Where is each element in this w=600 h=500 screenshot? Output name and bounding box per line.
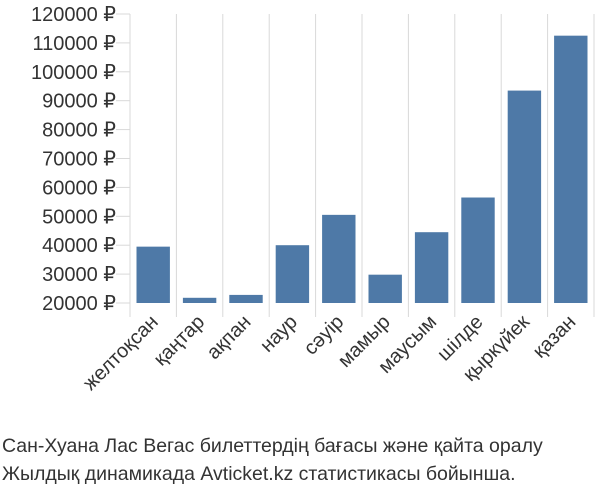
x-tick-label: қазан <box>529 311 581 363</box>
y-tick-label: 80000 ₽ <box>42 120 116 142</box>
y-tick-label: 60000 ₽ <box>42 177 116 199</box>
bar <box>229 294 263 303</box>
bar <box>182 297 217 303</box>
chart-caption-line-1: Сан-Хуана Лас Вегас билеттердің бағасы ж… <box>2 435 543 457</box>
y-tick-label: 40000 ₽ <box>42 235 116 257</box>
y-tick-label: 50000 ₽ <box>42 206 116 228</box>
x-tick-label: қаңтар <box>150 311 209 370</box>
x-tick-label: наур <box>256 311 302 357</box>
y-tick-label: 90000 ₽ <box>42 91 116 113</box>
bar <box>275 245 310 303</box>
y-tick-label: 110000 ₽ <box>32 33 116 55</box>
bar <box>368 274 402 303</box>
bar <box>554 35 588 304</box>
bar <box>461 197 495 303</box>
y-tick-label: 70000 ₽ <box>42 149 116 171</box>
y-tick-label: 20000 ₽ <box>42 293 116 315</box>
y-tick-label: 100000 ₽ <box>31 62 116 84</box>
bar <box>507 90 542 304</box>
bar-chart: 20000 ₽ 30000 ₽ 40000 ₽ 50000 ₽ 60000 ₽ 70000… <box>31 4 595 395</box>
bar <box>414 232 449 303</box>
y-tick-label: 30000 ₽ <box>42 264 116 286</box>
x-tick-label: ақпан <box>203 311 256 364</box>
chart-area: 20000 ₽ 30000 ₽ 40000 ₽ 50000 ₽ 60000 ₽ 70000… <box>31 4 595 395</box>
x-tick-label: желтоқсан <box>79 311 163 395</box>
bar <box>322 214 356 303</box>
y-tick-label: 120000 ₽ <box>31 4 116 26</box>
chart-caption-line-2: Жылдық динамикада Avticket.kz статистика… <box>2 463 516 485</box>
bar <box>136 246 170 303</box>
